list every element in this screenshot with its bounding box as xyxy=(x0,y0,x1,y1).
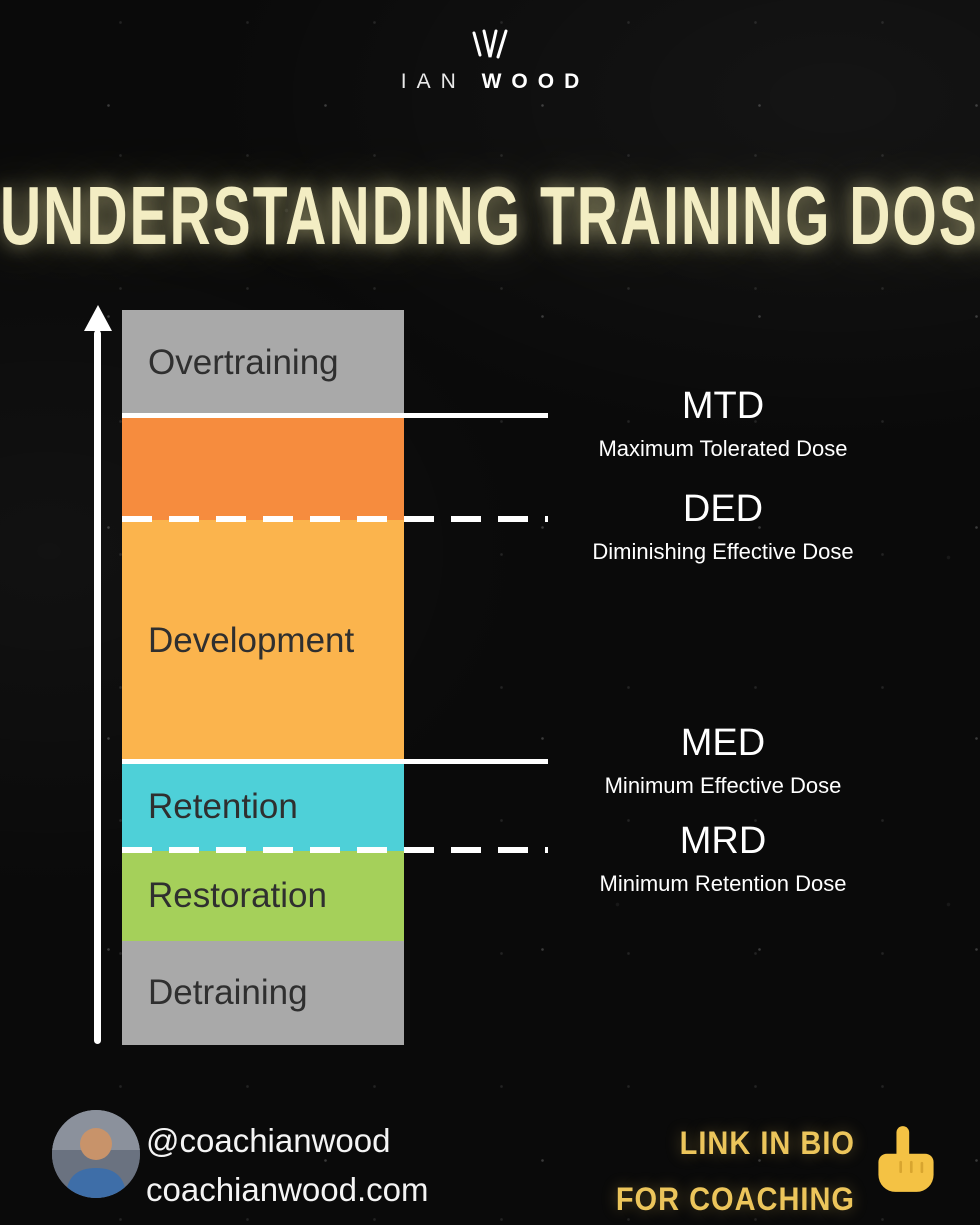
mtd-threshold-line xyxy=(122,413,548,418)
zone-label: Detraining xyxy=(148,973,308,1012)
cta-line1: LINK IN BIO xyxy=(679,1126,855,1162)
threshold-name: Diminishing Effective Dose xyxy=(592,539,854,564)
threshold-abbr: MTD xyxy=(681,385,765,427)
threshold-name: Minimum Retention Dose xyxy=(599,871,847,896)
brand-header: IAN WOOD xyxy=(0,26,980,94)
threshold-abbr: DED xyxy=(682,488,764,530)
threshold-name: Maximum Tolerated Dose xyxy=(598,436,848,461)
zone-restoration: Restoration xyxy=(122,851,404,941)
cta-link-in-bio: LINK IN BIO FOR COACHING xyxy=(616,1116,855,1225)
pointing-up-icon xyxy=(874,1124,938,1194)
instagram-handle: @coachianwood xyxy=(146,1122,391,1159)
cta-line2: FOR COACHING xyxy=(615,1182,855,1218)
avatar xyxy=(52,1110,140,1198)
arrow-up-icon xyxy=(84,305,112,331)
zone-label: Restoration xyxy=(148,876,327,915)
website-url: coachianwood.com xyxy=(146,1171,429,1208)
contact-block: @coachianwood coachianwood.com xyxy=(146,1116,429,1214)
page-title: UNDERSTANDING TRAINING DOSE xyxy=(0,170,980,263)
threshold-mtd: MTD Maximum Tolerated Dose xyxy=(558,382,888,462)
zone-label: Development xyxy=(148,621,355,660)
threshold-abbr: MED xyxy=(680,722,766,764)
threshold-mrd: MRD Minimum Retention Dose xyxy=(558,817,888,897)
brand-name-first: IAN xyxy=(400,70,466,93)
zone-label: Overtraining xyxy=(148,343,339,382)
zone-orange xyxy=(122,416,404,520)
zone-overtraining: Overtraining xyxy=(122,310,404,416)
ian-wood-logo-icon xyxy=(467,26,513,62)
brand-name-last: WOOD xyxy=(481,70,590,93)
mrd-threshold-line xyxy=(122,847,548,853)
dose-zone-bar: Overtraining Development Retention Resto… xyxy=(122,310,404,1045)
zone-label: Retention xyxy=(148,786,298,826)
brand-name: IAN WOOD xyxy=(0,70,980,94)
threshold-abbr: MRD xyxy=(679,820,767,862)
zone-development: Development xyxy=(122,520,404,762)
zone-detraining: Detraining xyxy=(122,941,404,1045)
ded-threshold-line xyxy=(122,516,548,522)
threshold-name: Minimum Effective Dose xyxy=(604,773,842,798)
threshold-ded: DED Diminishing Effective Dose xyxy=(558,485,888,565)
y-axis-line xyxy=(94,330,101,1044)
threshold-med: MED Minimum Effective Dose xyxy=(558,719,888,799)
zone-retention: Retention xyxy=(122,762,404,851)
med-threshold-line xyxy=(122,759,548,764)
